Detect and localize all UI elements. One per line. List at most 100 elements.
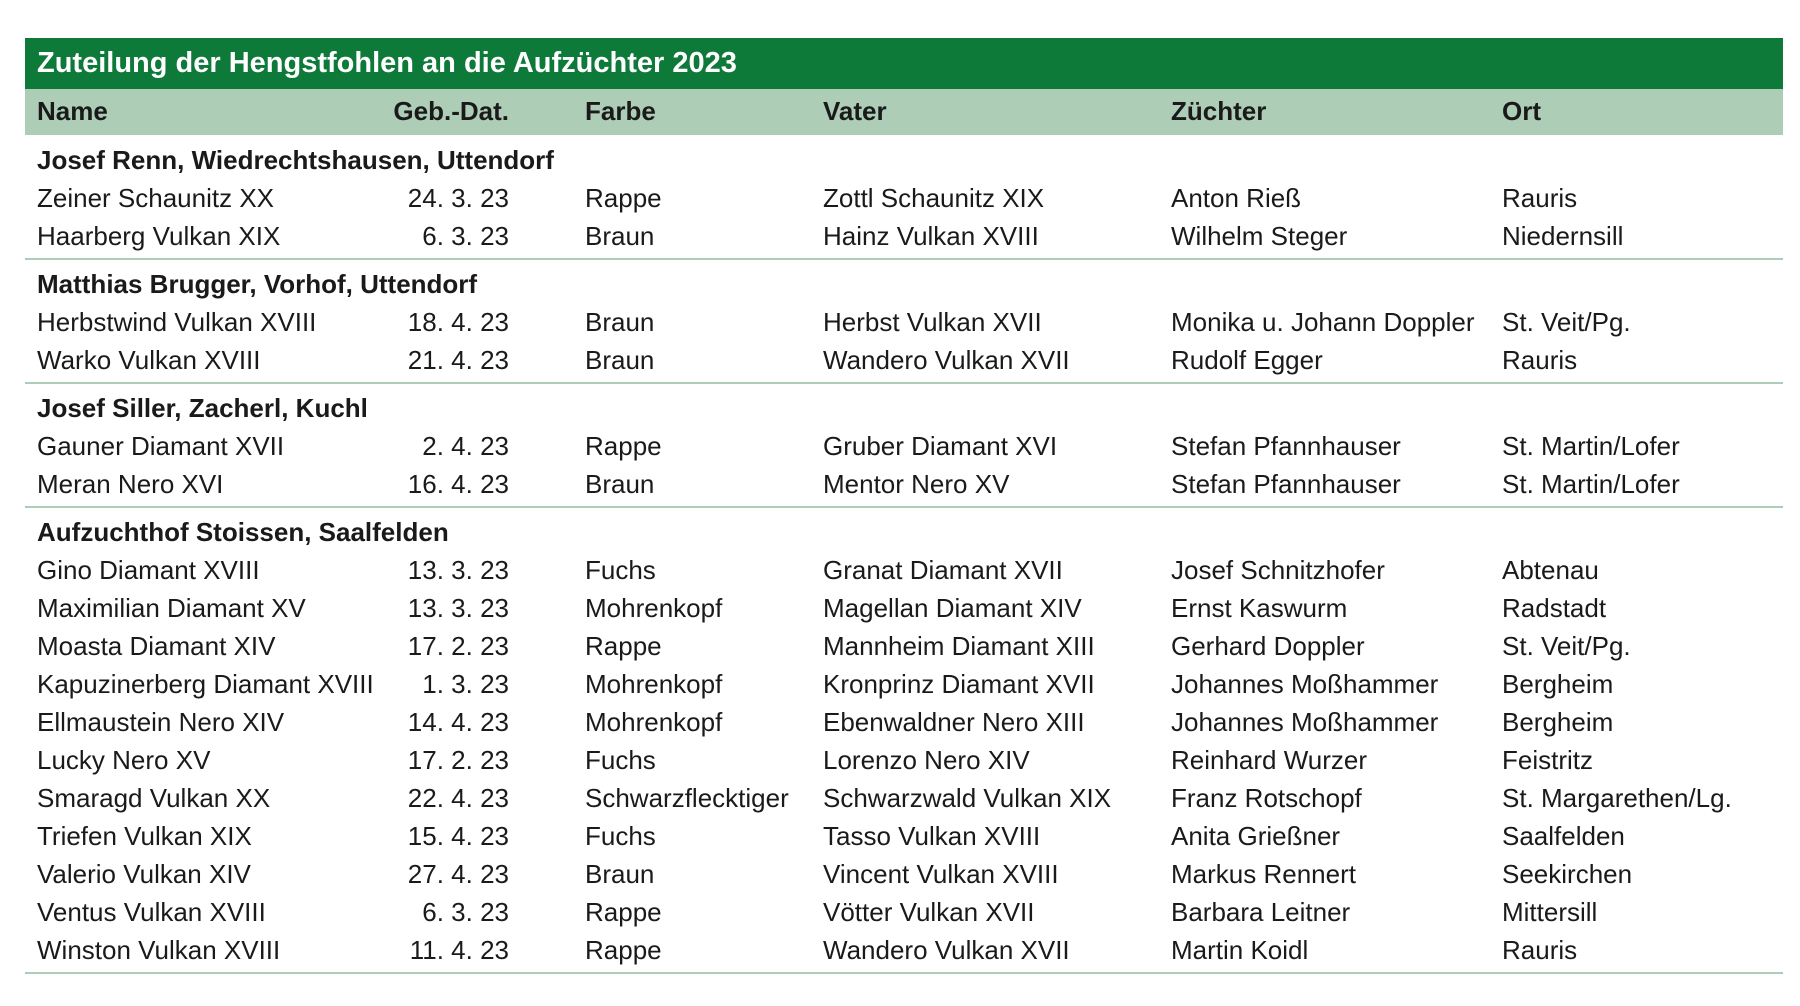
cell: Feistritz: [1502, 745, 1593, 775]
separator: [25, 972, 1783, 974]
cell: Mannheim Diamant XIII: [823, 631, 1095, 661]
cell: Vincent Vulkan XVIII: [823, 859, 1059, 889]
cell: Herbstwind Vulkan XVIII: [37, 307, 317, 337]
cell: Gauner Diamant XVII: [37, 431, 285, 461]
column-header: Name: [37, 96, 108, 126]
cell: Haarberg Vulkan XIX: [37, 221, 281, 251]
cell: Mittersill: [1502, 897, 1598, 927]
cell: Winston Vulkan XVIII: [37, 935, 281, 965]
cell: 18. 4. 23: [407, 307, 509, 337]
cell: Anton Rieß: [1171, 183, 1302, 213]
cell: Josef Schnitzhofer: [1171, 555, 1385, 585]
column-header: Ort: [1502, 96, 1541, 126]
cell: Rappe: [585, 897, 662, 927]
cell: Monika u. Johann Doppler: [1171, 307, 1475, 337]
cell: Rauris: [1502, 183, 1578, 213]
cell: Lucky Nero XV: [37, 745, 211, 775]
cell: Kronprinz Diamant XVII: [823, 669, 1095, 699]
cell: St. Veit/Pg.: [1502, 307, 1631, 337]
cell: Mohrenkopf: [585, 593, 723, 623]
cell: Meran Nero XVI: [37, 469, 224, 499]
cell: Triefen Vulkan XIX: [37, 821, 252, 851]
cell: 16. 4. 23: [407, 469, 509, 499]
cell: Braun: [585, 469, 655, 499]
column-header: Geb.-Dat.: [393, 96, 509, 126]
cell: St. Martin/Lofer: [1502, 431, 1680, 461]
cell: Gruber Diamant XVI: [823, 431, 1058, 461]
cell: Herbst Vulkan XVII: [823, 307, 1042, 337]
column-header: Farbe: [585, 96, 656, 126]
column-header: Züchter: [1171, 96, 1267, 126]
cell: St. Veit/Pg.: [1502, 631, 1631, 661]
cell: Radstadt: [1502, 593, 1607, 623]
cell: Vötter Vulkan XVII: [823, 897, 1035, 927]
group-heading: Josef Renn, Wiedrechtshausen, Uttendorf: [37, 145, 554, 175]
cell: Stefan Pfannhauser: [1171, 431, 1401, 461]
cell: 21. 4. 23: [407, 345, 509, 375]
cell: Smaragd Vulkan XX: [37, 783, 271, 813]
separator: [25, 382, 1783, 384]
cell: Rappe: [585, 431, 662, 461]
cell: Abtenau: [1502, 555, 1599, 585]
header-bar: [25, 89, 1783, 135]
cell: Valerio Vulkan XIV: [37, 859, 251, 889]
cell: Wandero Vulkan XVII: [823, 935, 1070, 965]
cell: Warko Vulkan XVIII: [37, 345, 261, 375]
cell: Braun: [585, 221, 655, 251]
cell: Anita Grießner: [1171, 821, 1341, 851]
separator: [25, 506, 1783, 508]
cell: 13. 3. 23: [407, 555, 509, 585]
cell: Markus Rennert: [1171, 859, 1356, 889]
cell: Rappe: [585, 935, 662, 965]
cell: Gino Diamant XVIII: [37, 555, 260, 585]
cell: 17. 2. 23: [407, 745, 509, 775]
cell: Lorenzo Nero XIV: [823, 745, 1030, 775]
cell: 15. 4. 23: [407, 821, 509, 851]
cell: Tasso Vulkan XVIII: [823, 821, 1041, 851]
cell: Ventus Vulkan XVIII: [37, 897, 266, 927]
cell: Braun: [585, 859, 655, 889]
title-bar: [25, 38, 1783, 89]
cell: St. Martin/Lofer: [1502, 469, 1680, 499]
cell: Zottl Schaunitz XIX: [823, 183, 1045, 213]
cell: Mohrenkopf: [585, 669, 723, 699]
cell: Rappe: [585, 183, 662, 213]
cell: Martin Koidl: [1171, 935, 1309, 965]
cell: Braun: [585, 307, 655, 337]
cell: Ellmaustein Nero XIV: [37, 707, 285, 737]
cell: Ebenwaldner Nero XIII: [823, 707, 1085, 737]
cell: Bergheim: [1502, 669, 1614, 699]
cell: Braun: [585, 345, 655, 375]
cell: Magellan Diamant XIV: [823, 593, 1082, 623]
cell: Niedernsill: [1502, 221, 1624, 251]
cell: Maximilian Diamant XV: [37, 593, 306, 623]
cell: Moasta Diamant XIV: [37, 631, 276, 661]
cell: Johannes Moßhammer: [1171, 669, 1439, 699]
cell: Wilhelm Steger: [1171, 221, 1348, 251]
cell: Reinhard Wurzer: [1171, 745, 1368, 775]
cell: Fuchs: [585, 821, 656, 851]
cell: Schwarzflecktiger: [585, 783, 789, 813]
cell: Rudolf Egger: [1171, 345, 1323, 375]
cell: Johannes Moßhammer: [1171, 707, 1439, 737]
cell: Schwarzwald Vulkan XIX: [823, 783, 1112, 813]
cell: 11. 4. 23: [409, 935, 509, 965]
cell: Mentor Nero XV: [823, 469, 1010, 499]
cell: Fuchs: [585, 745, 656, 775]
group-heading: Josef Siller, Zacherl, Kuchl: [37, 393, 368, 423]
cell: Seekirchen: [1502, 859, 1633, 889]
cell: 6. 3. 23: [422, 221, 509, 251]
cell: 13. 3. 23: [407, 593, 509, 623]
cell: Ernst Kaswurm: [1171, 593, 1348, 623]
cell: Zeiner Schaunitz XX: [37, 183, 275, 213]
cell: 17. 2. 23: [407, 631, 509, 661]
cell: 2. 4. 23: [422, 431, 509, 461]
cell: Mohrenkopf: [585, 707, 723, 737]
cell: 22. 4. 23: [407, 783, 509, 813]
cell: Stefan Pfannhauser: [1171, 469, 1401, 499]
group-heading: Matthias Brugger, Vorhof, Uttendorf: [37, 269, 478, 299]
cell: Rauris: [1502, 345, 1578, 375]
cell: Granat Diamant XVII: [823, 555, 1063, 585]
separator: [25, 258, 1783, 260]
